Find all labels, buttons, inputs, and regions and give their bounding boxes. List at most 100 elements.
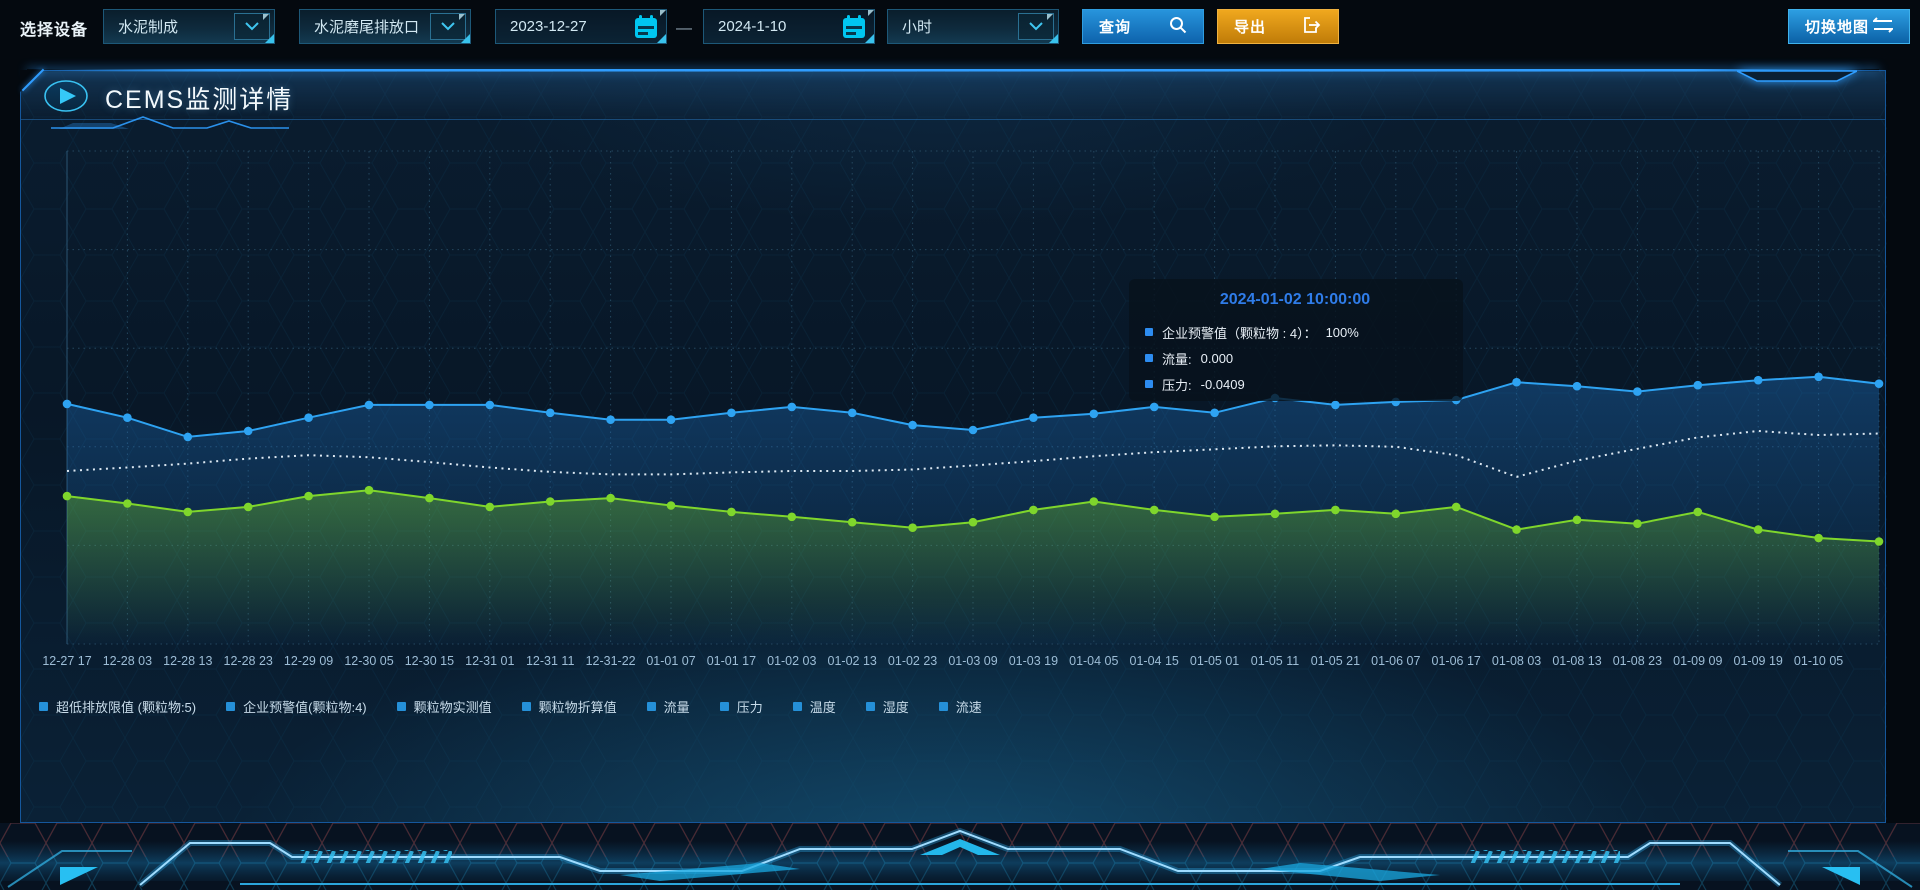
panel-header: CEMS监测详情 xyxy=(21,70,1885,129)
process-select[interactable]: 水泥制成 xyxy=(103,9,275,44)
play-icon[interactable] xyxy=(43,79,89,113)
export-button[interactable]: 导出 xyxy=(1217,9,1339,44)
tooltip-row: 压力: -0.0409 xyxy=(1145,371,1445,397)
x-axis-label: 12-29 09 xyxy=(283,654,334,668)
header-notch-decoration xyxy=(1737,70,1857,82)
legend-item-2[interactable]: 企业预警值(颗粒物:4) xyxy=(226,697,367,716)
tooltip-label: 流量: xyxy=(1162,351,1192,367)
calendar-icon[interactable] xyxy=(626,11,666,42)
legend-item-6[interactable]: 压力 xyxy=(719,697,763,716)
legend-item-4[interactable]: 颗粒物折算值 xyxy=(521,697,617,716)
tooltip-timestamp: 2024-01-02 10:00:00 xyxy=(1219,291,1371,308)
cems-line-chart[interactable] xyxy=(21,71,1887,824)
corner-tick xyxy=(868,10,874,16)
corner-accent xyxy=(1049,34,1058,43)
legend-label: 流量 xyxy=(663,700,690,715)
export-button-label: 导出 xyxy=(1234,19,1267,36)
start-date-input[interactable]: 2023-12-27 xyxy=(495,9,667,44)
switch-map-button[interactable]: 切换地图 xyxy=(1788,9,1910,44)
tooltip-row: 企业预警值（颗粒物 : 4）： 100% xyxy=(1145,319,1445,345)
toolbar: 选择设备 水泥制成 水泥磨尾排放口 2023-12-27 xyxy=(0,0,1920,60)
legend-label: 超低排放限值 (颗粒物:5) xyxy=(56,700,197,715)
legend-label: 企业预警值(颗粒物:4) xyxy=(243,700,367,715)
tooltip-series-marker-icon xyxy=(1145,380,1153,388)
x-axis-label: 01-06 17 xyxy=(1431,654,1481,668)
x-axis-label: 01-10 05 xyxy=(1793,654,1844,668)
corner-accent xyxy=(461,34,470,43)
legend-item-7[interactable]: 温度 xyxy=(792,697,836,716)
chevron-down-icon[interactable] xyxy=(1018,13,1054,40)
bottom-tech-border-decoration xyxy=(0,823,1920,890)
legend-marker-icon xyxy=(521,702,531,711)
x-axis-label: 01-02 23 xyxy=(887,654,938,668)
legend-item-1[interactable]: 超低排放限值 (颗粒物:5) xyxy=(39,697,196,716)
swap-arrows-icon xyxy=(1871,16,1895,37)
x-axis-label: 12-28 13 xyxy=(163,654,213,668)
interval-select[interactable]: 小时 xyxy=(887,9,1059,44)
query-button[interactable]: 查询 xyxy=(1082,9,1204,44)
cems-panel: CEMS监测详情 12-27 17 12-28 03 12-28 13 12-28 2… xyxy=(20,68,1887,824)
legend-label: 颗粒物实测值 xyxy=(413,700,492,715)
corner-accent xyxy=(265,34,274,43)
x-axis-label: 01-08 03 xyxy=(1491,654,1542,668)
legend-marker-icon xyxy=(226,702,236,711)
end-date-input[interactable]: 2024-1-10 xyxy=(703,9,875,44)
legend-item-9[interactable]: 流速 xyxy=(938,697,982,716)
legend-marker-icon xyxy=(396,702,406,711)
x-axis-label: 01-05 21 xyxy=(1310,654,1361,668)
legend-item-5[interactable]: 流量 xyxy=(646,697,690,716)
legend-label: 颗粒物折算值 xyxy=(538,700,617,715)
corner-tick xyxy=(1047,14,1053,20)
chevron-down-icon[interactable] xyxy=(234,13,270,40)
export-icon xyxy=(1303,16,1322,38)
legend-item-8[interactable]: 湿度 xyxy=(865,697,909,716)
interval-select-value: 小时 xyxy=(902,19,933,36)
tooltip-label: 企业预警值（颗粒物 : 4）： xyxy=(1162,325,1317,341)
x-axis-label: 01-08 13 xyxy=(1552,654,1602,668)
legend-label: 温度 xyxy=(809,700,836,715)
tooltip-row: 流量: 0.000 xyxy=(1145,345,1445,371)
legend-marker-icon xyxy=(719,702,729,711)
legend-label: 湿度 xyxy=(882,700,909,715)
x-axis-label: 12-28 03 xyxy=(102,654,153,668)
tooltip-value: 100% xyxy=(1325,324,1359,340)
tooltip-label: 压力: xyxy=(1162,377,1192,393)
legend-marker-icon xyxy=(646,702,656,711)
panel-title: CEMS监测详情 xyxy=(105,86,294,114)
x-axis-label: 12-28 23 xyxy=(223,654,273,668)
corner-accent xyxy=(657,34,666,43)
outlet-select-value: 水泥磨尾排放口 xyxy=(314,19,420,36)
legend-label: 流速 xyxy=(955,700,982,715)
x-axis-label: 01-04 15 xyxy=(1129,654,1179,668)
x-axis-label: 12-30 15 xyxy=(404,654,455,668)
chart-legend: 超低排放限值 (颗粒物:5) 企业预警值(颗粒物:4) 颗粒物实测值 颗粒物折算值 流量… xyxy=(39,697,982,716)
tooltip-value: -0.0409 xyxy=(1200,376,1245,392)
tooltip-series-marker-icon xyxy=(1145,354,1153,362)
outlet-select[interactable]: 水泥磨尾排放口 xyxy=(299,9,471,44)
date-range-separator: — xyxy=(676,20,692,37)
x-axis-label: 01-09 09 xyxy=(1673,654,1723,668)
x-axis-label: 01-05 01 xyxy=(1189,654,1240,668)
x-axis-label: 12-31 01 xyxy=(465,654,515,668)
x-axis-labels: 12-27 17 12-28 03 12-28 13 12-28 23 12-29 09… xyxy=(21,654,1885,674)
header-chevron-decoration xyxy=(51,116,289,129)
chart-tooltip: 2024-01-02 10:00:00 企业预警值（颗粒物 : 4）： 100% 流… xyxy=(1129,279,1463,401)
x-axis-label: 01-03 09 xyxy=(948,654,998,668)
x-axis-label: 01-04 05 xyxy=(1069,654,1119,668)
x-axis-label: 01-08 23 xyxy=(1612,654,1663,668)
x-axis-label: 01-06 07 xyxy=(1371,654,1421,668)
search-icon xyxy=(1169,16,1187,38)
x-axis-label: 01-02 03 xyxy=(767,654,817,668)
corner-tick xyxy=(263,14,269,20)
legend-item-3[interactable]: 颗粒物实测值 xyxy=(396,697,492,716)
chevron-down-icon[interactable] xyxy=(430,13,466,40)
x-axis-label: 01-09 19 xyxy=(1733,654,1783,668)
legend-marker-icon xyxy=(938,702,948,711)
tooltip-series-marker-icon xyxy=(1145,328,1153,336)
x-axis-label: 12-31 11 xyxy=(525,654,575,668)
calendar-icon[interactable] xyxy=(834,11,874,42)
x-axis-label: 01-03 19 xyxy=(1008,654,1059,668)
tooltip-items: 企业预警值（颗粒物 : 4）： 100% 流量: 0.000 压力: -0.0409 xyxy=(1145,319,1445,397)
x-axis-label: 12-27 17 xyxy=(42,654,92,668)
